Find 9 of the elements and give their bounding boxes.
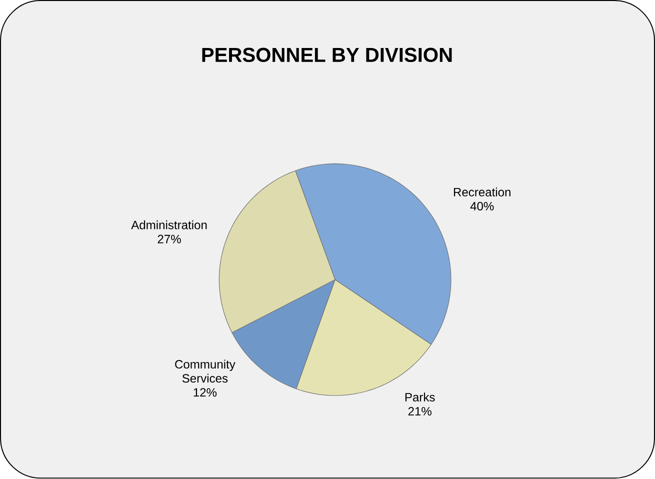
data-label: 27% xyxy=(158,234,181,244)
slice-label: Administration xyxy=(131,220,207,230)
data-label: 12% xyxy=(194,388,217,397)
slice-label: Community Services xyxy=(175,360,236,383)
chart-title: PERSONNEL BY DIVISION xyxy=(202,48,452,62)
slice-label: Recreation xyxy=(454,188,510,197)
data-label: 40% xyxy=(470,202,494,211)
slice-label: Parks xyxy=(405,392,435,402)
data-label: 21% xyxy=(408,407,432,416)
